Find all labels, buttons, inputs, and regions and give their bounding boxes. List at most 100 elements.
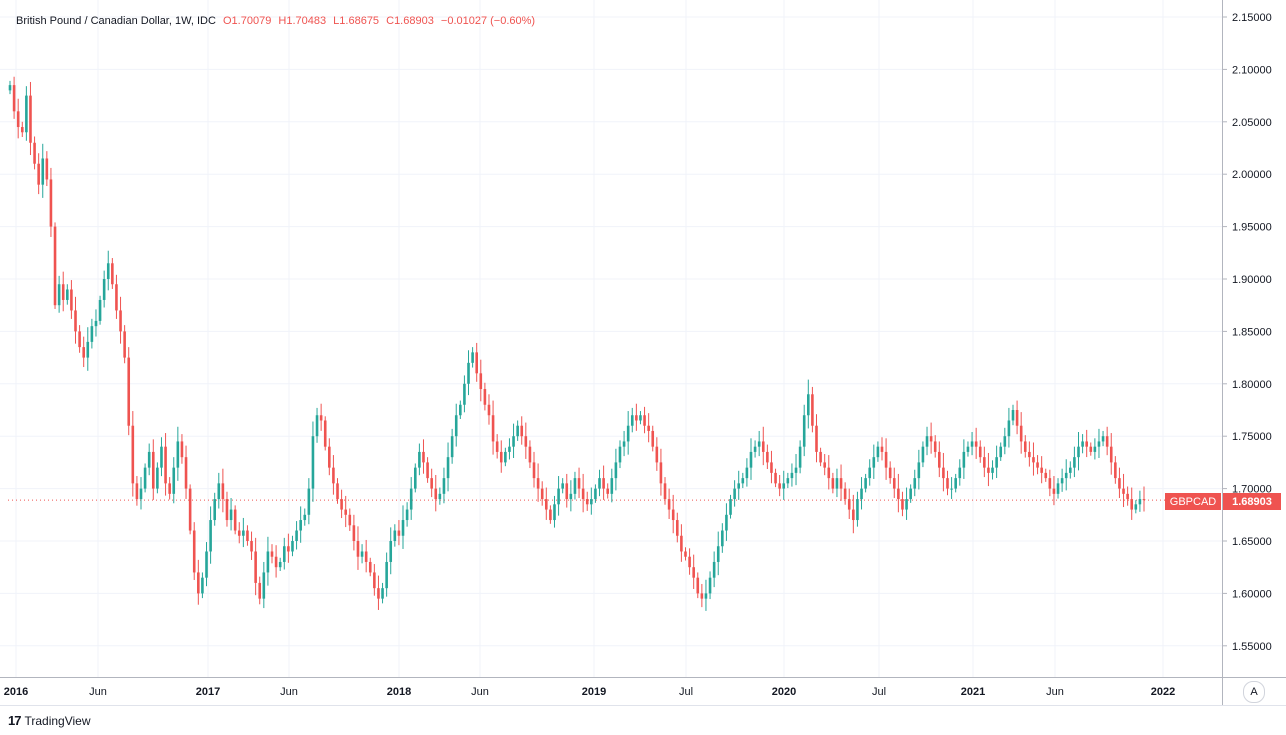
candle-body (626, 425, 630, 442)
candle-body (172, 467, 176, 494)
brand-name[interactable]: TradingView (24, 713, 91, 728)
candle-body (585, 499, 589, 505)
candle-body (1011, 410, 1015, 421)
candle-body (876, 446, 880, 458)
candle-body (45, 158, 49, 180)
candle-body (57, 284, 61, 306)
candle-body (176, 441, 180, 468)
y-tick-label: 2.05000 (1232, 117, 1272, 129)
candle-body (843, 488, 847, 500)
candle-body (749, 451, 753, 468)
candle-body (577, 478, 581, 489)
candle-body (606, 488, 610, 494)
candle-body (49, 179, 53, 227)
candle-body (880, 446, 884, 452)
candle-body (393, 530, 397, 541)
candle-body (839, 478, 843, 489)
candle-body (184, 457, 188, 489)
legend-open: O1.70079 (223, 15, 272, 27)
price-tag-name-bg (1165, 493, 1221, 510)
candle-body (614, 462, 618, 479)
candle-body (143, 467, 147, 489)
candle-body (761, 441, 765, 452)
candle-body (590, 499, 593, 505)
candle-body (508, 446, 511, 452)
candle-body (1118, 478, 1121, 489)
candle-body (422, 451, 425, 463)
candle-body (250, 541, 253, 552)
candle-body (454, 415, 458, 437)
candle-body (532, 462, 536, 479)
candle-body (622, 441, 626, 447)
candle-body (921, 446, 925, 463)
candle-body (524, 436, 528, 447)
candle-body (655, 446, 659, 463)
candle-body (933, 441, 937, 452)
x-tick-label: 2020 (772, 686, 796, 698)
candle-body (467, 362, 470, 384)
candle-body (82, 347, 85, 358)
candle-body (819, 451, 822, 463)
candle-body (966, 446, 970, 452)
candle-body (999, 446, 1003, 458)
candle-body (377, 588, 380, 599)
candle-body (217, 483, 221, 500)
candle-body (712, 561, 716, 578)
tradingview-logo-icon[interactable]: 17 (8, 713, 22, 728)
candle-body (37, 163, 40, 185)
candle-body (1077, 446, 1080, 458)
candle-body (929, 436, 933, 442)
candle-body (33, 142, 36, 164)
price-axis[interactable]: 2.15000 2.10000 2.05000 2.00000 1.95000 1.900… (1222, 12, 1272, 653)
candle-body (1003, 436, 1007, 447)
candle-body (753, 446, 757, 452)
candle-body (1089, 446, 1093, 452)
candle-body (262, 572, 266, 599)
candle-body (213, 499, 216, 521)
candle-body (499, 451, 503, 463)
x-tick-label: 2019 (582, 686, 606, 698)
candle-body (53, 226, 57, 306)
y-tick-label: 1.65000 (1232, 536, 1272, 548)
candle-body (446, 457, 450, 479)
candle-body (888, 467, 892, 479)
candle-body (790, 472, 794, 479)
candle-body (151, 451, 155, 489)
candle-body (766, 451, 769, 463)
candle-body (602, 478, 605, 489)
candle-body (835, 478, 839, 489)
price-tag: GBPCAD 1.68903 (1165, 493, 1281, 510)
y-tick-label: 1.80000 (1232, 379, 1272, 391)
candle-body (573, 478, 577, 494)
legend-symbol: British Pound / Canadian Dollar, 1W, IDC (16, 15, 216, 27)
candle-body (1040, 467, 1043, 473)
price-tag-name: GBPCAD (1170, 496, 1217, 508)
candle-body (373, 572, 376, 589)
candle-body (978, 446, 982, 458)
candle-body (127, 357, 131, 426)
candle-body (20, 127, 24, 133)
candle-body (418, 451, 421, 468)
candle-body (356, 541, 360, 557)
legend-close: C1.68903 (386, 15, 434, 27)
x-tick-label: 2016 (4, 686, 28, 698)
candle-body (704, 593, 708, 599)
candle-body (852, 509, 855, 521)
candle-body (737, 483, 741, 489)
y-tick-label: 1.55000 (1232, 641, 1272, 653)
candle-body (295, 530, 298, 541)
candle-body (700, 593, 704, 599)
candle-body (684, 551, 687, 557)
candle-body (549, 509, 552, 521)
candle-body (405, 509, 409, 521)
candle-body (692, 567, 695, 578)
auto-scale-button[interactable]: A (1243, 681, 1265, 703)
candle-body (864, 478, 867, 489)
candle-body (315, 415, 319, 437)
x-tick-label: Jun (89, 686, 107, 698)
time-axis[interactable]: 2016 Jun 2017 Jun 2018 Jun 2019 Jul 2020 Jul 2021 J… (4, 686, 1175, 698)
candle-body (995, 457, 998, 468)
y-tick-label: 2.15000 (1232, 12, 1272, 24)
candle-body (209, 520, 212, 552)
